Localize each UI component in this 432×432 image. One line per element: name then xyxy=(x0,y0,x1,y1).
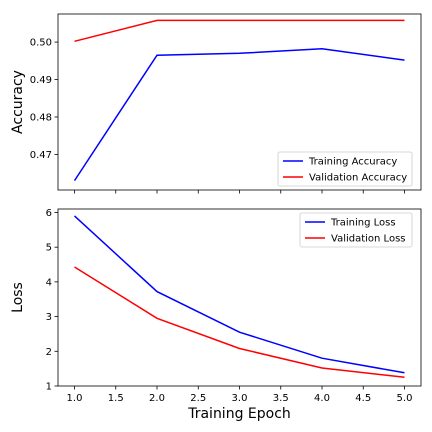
loss-y-axis-label: Loss xyxy=(10,282,26,313)
accuracy-legend-box xyxy=(277,151,413,187)
loss-xtick-label: 2.0 xyxy=(149,393,165,404)
accuracy-ytick-label: 0.48 xyxy=(30,112,52,123)
loss-series-line-validation xyxy=(74,266,405,379)
loss-xtick-label: 4.5 xyxy=(355,393,371,404)
accuracy-plot: 0.47 0.48 0.49 0.50 Accuracy Training Accurac… xyxy=(10,13,422,194)
accuracy-y-axis-label: Accuracy xyxy=(10,70,26,134)
loss-xtick-label: 5.0 xyxy=(397,393,413,404)
accuracy-ytick-label: 0.47 xyxy=(30,150,52,161)
accuracy-plot-frame xyxy=(57,13,422,191)
accuracy-ytick-label: 0.49 xyxy=(30,75,52,86)
loss-ytick-label: 3 xyxy=(46,312,52,323)
loss-xtick-label: 3.5 xyxy=(273,393,289,404)
loss-ytick-label: 5 xyxy=(46,243,52,254)
loss-xtick-label: 1.5 xyxy=(108,393,124,404)
accuracy-legend-label: Validation Accuracy xyxy=(309,173,407,184)
loss-x-axis-label: Training Epoch xyxy=(187,406,291,422)
loss-ytick-label: 1 xyxy=(46,382,52,393)
loss-legend-box xyxy=(299,212,413,248)
loss-series-line-training xyxy=(73,215,405,374)
accuracy-legend: Training Accuracy Validation Accuracy xyxy=(277,151,413,187)
accuracy-ytick-label: 0.50 xyxy=(30,38,52,49)
loss-xtick-label: 3.0 xyxy=(232,393,248,404)
loss-ytick-label: 4 xyxy=(46,277,52,288)
loss-plot: 1 2 3 4 5 6 1.0 1.5 2.0 2.5 3.0 3.5 4.0 4.5 5.0 Loss Tra… xyxy=(10,208,422,422)
loss-ytick-label: 2 xyxy=(46,347,52,358)
loss-legend: Training Loss Validation Loss xyxy=(299,212,413,248)
accuracy-legend-label: Training Accuracy xyxy=(308,157,397,168)
loss-xtick-label: 4.0 xyxy=(314,393,330,404)
loss-ytick-label: 6 xyxy=(46,208,52,219)
loss-legend-label: Training Loss xyxy=(330,218,396,229)
accuracy-series-line-training xyxy=(73,48,405,182)
accuracy-series-line-validation xyxy=(74,19,405,43)
loss-xtick-label: 2.5 xyxy=(190,393,206,404)
loss-xtick-label: 1.0 xyxy=(67,393,83,404)
loss-legend-label: Validation Loss xyxy=(331,234,406,245)
loss-plot-frame xyxy=(57,208,422,387)
